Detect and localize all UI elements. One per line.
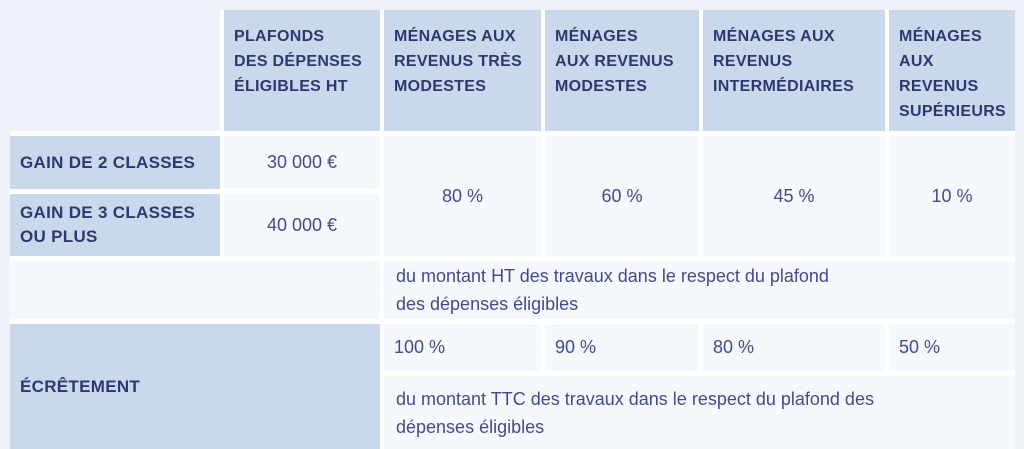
- header-plafonds-depenses-eligibles: PLAFONDS DES DÉPENSES ÉLIGIBLES HT: [224, 10, 380, 131]
- aid-rates-table: PLAFONDS DES DÉPENSES ÉLIGIBLES HT MÉNAG…: [10, 10, 1015, 449]
- taux-intermediaires: 45 %: [703, 136, 885, 256]
- plafond-gain-3-classes: 40 000 €: [224, 194, 380, 256]
- taux-superieurs: 10 %: [889, 136, 1015, 256]
- ecretement-tres-modestes: 100 %: [384, 324, 541, 371]
- ecretement-superieurs: 50 %: [889, 324, 1015, 371]
- header-menages-revenus-superieurs: MÉNAGES AUX REVENUS SUPÉRIEURS: [889, 10, 1015, 131]
- row-label-gain-2-classes: GAIN DE 2 CLASSES: [10, 136, 220, 189]
- taux-tres-modestes: 80 %: [384, 136, 541, 256]
- ecretement-intermediaires: 80 %: [703, 324, 885, 371]
- header-menages-revenus-intermediaires: MÉNAGES AUX REVENUS INTERMÉDIAIRES: [703, 10, 885, 131]
- note-montant-ht: du montant HT des travaux dans le respec…: [384, 261, 1015, 319]
- plafond-gain-2-classes: 30 000 €: [224, 136, 380, 189]
- row-label-ecretement: ÉCRÊTEMENT: [10, 324, 380, 449]
- header-menages-revenus-modestes: MÉNAGES AUX REVENUS MODESTES: [545, 10, 699, 131]
- empty-cell-left-of-note-ht: [10, 261, 380, 319]
- ecretement-modestes: 90 %: [545, 324, 699, 371]
- row-label-gain-3-classes-ou-plus: GAIN DE 3 CLASSES OU PLUS: [10, 194, 220, 256]
- header-menages-revenus-tres-modestes: MÉNAGES AUX REVENUS TRÈS MODESTES: [384, 10, 541, 131]
- corner-empty-cell: [10, 10, 220, 131]
- taux-modestes: 60 %: [545, 136, 699, 256]
- note-montant-ttc: du montant TTC des travaux dans le respe…: [384, 376, 1015, 449]
